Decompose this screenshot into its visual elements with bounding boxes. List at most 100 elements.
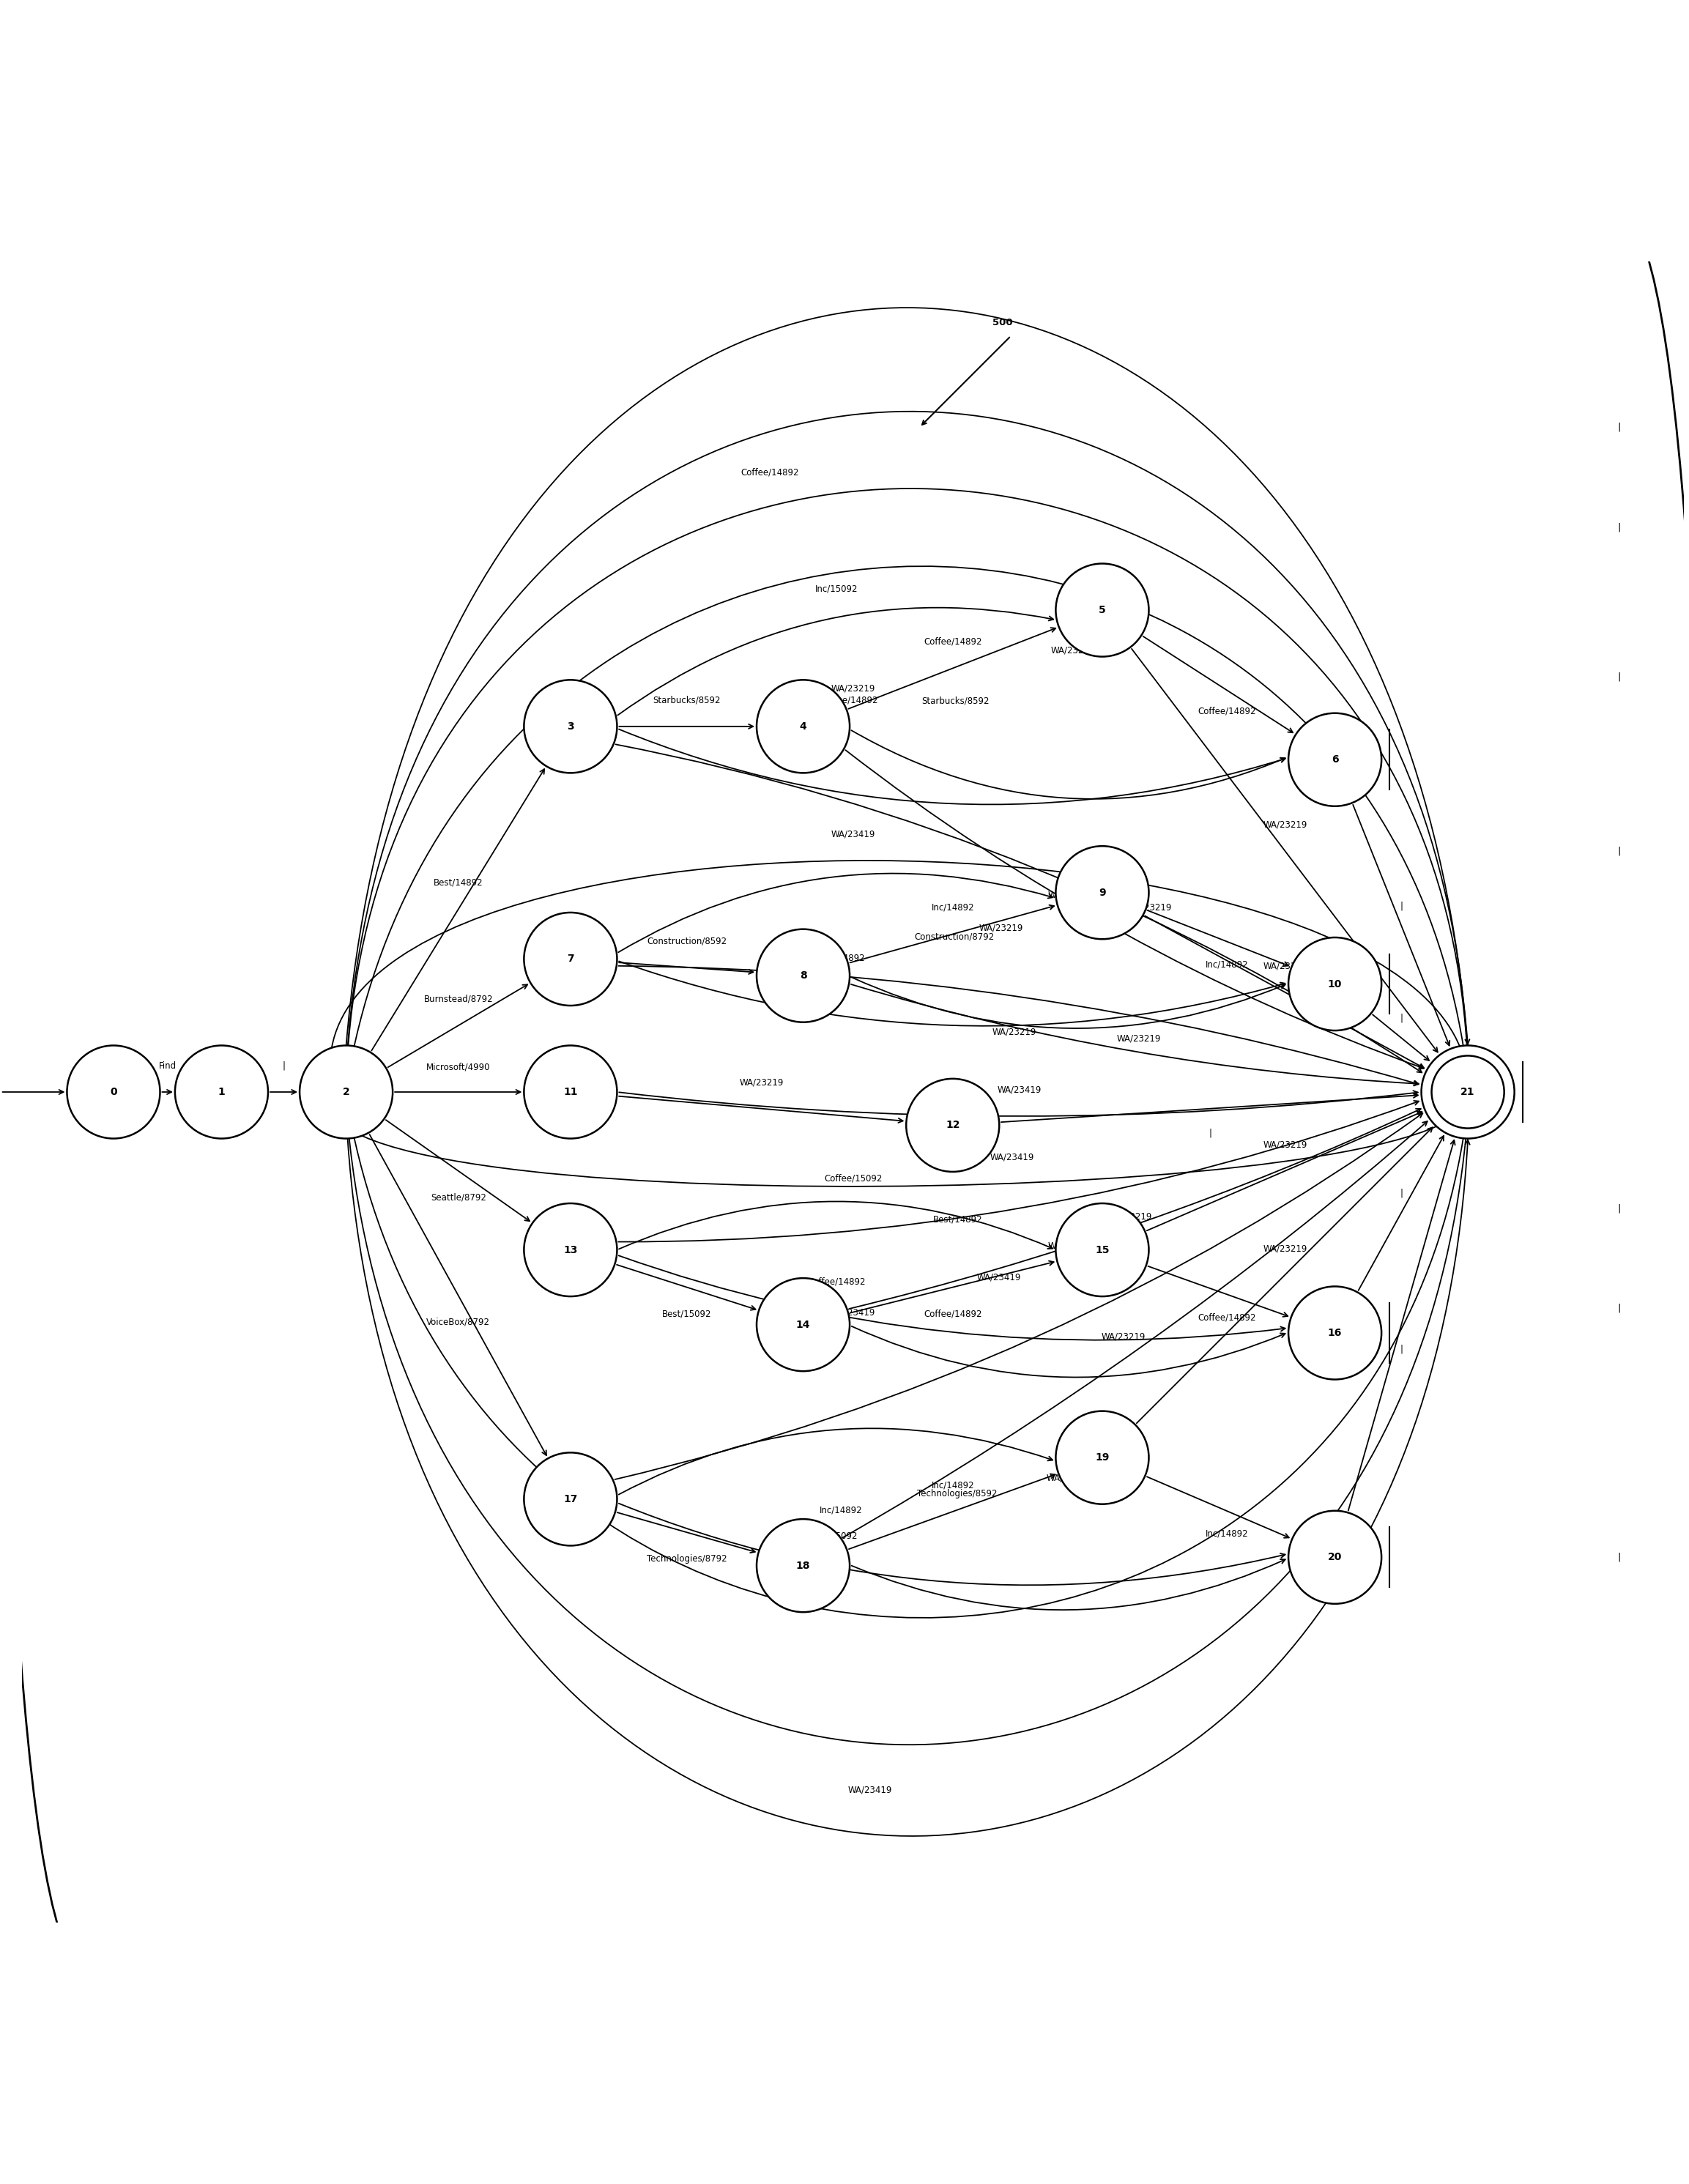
Text: Find: Find [159,1061,176,1070]
Circle shape [1289,937,1382,1031]
Text: 9: 9 [1100,887,1106,898]
Text: 2: 2 [343,1088,350,1096]
Circle shape [1056,1411,1149,1505]
Text: 11: 11 [564,1088,578,1096]
Text: |: | [1400,1013,1404,1022]
Text: Starbucks/8592: Starbucks/8592 [922,697,990,705]
Circle shape [1056,1203,1149,1297]
Text: 14: 14 [796,1319,811,1330]
Text: WA/23219: WA/23219 [980,924,1024,933]
Circle shape [1289,1511,1382,1603]
Text: VoiceBox/8792: VoiceBox/8792 [426,1317,490,1326]
Circle shape [299,1046,392,1138]
Text: Coffee/14892: Coffee/14892 [924,638,981,646]
Text: WA/23419: WA/23419 [831,1308,875,1317]
Text: WA/23219: WA/23219 [1263,819,1307,830]
Circle shape [1422,1046,1515,1138]
Text: Inc/14892: Inc/14892 [823,952,865,963]
Text: |: | [1618,522,1621,531]
Text: |: | [282,1061,285,1070]
Circle shape [1289,714,1382,806]
Text: |: | [1400,902,1404,911]
Text: WA/23219: WA/23219 [1263,961,1307,970]
Circle shape [524,1046,616,1138]
Text: 16: 16 [1328,1328,1343,1339]
Text: Coffee/14892: Coffee/14892 [1198,1313,1257,1324]
Circle shape [1056,563,1149,657]
Text: WA/23219: WA/23219 [993,1026,1037,1037]
Text: |: | [1209,1129,1211,1138]
Circle shape [757,1278,850,1372]
Text: 17: 17 [564,1494,578,1505]
Text: Coffee/15092: Coffee/15092 [824,1173,882,1184]
Text: Coffee/14892: Coffee/14892 [1198,705,1257,716]
Text: Starbucks/8592: Starbucks/8592 [654,695,721,705]
Text: Inc/14892: Inc/14892 [1206,1529,1248,1538]
Text: 19: 19 [1094,1452,1110,1463]
Text: Coffee/14892: Coffee/14892 [821,697,878,705]
Text: Inc/14892: Inc/14892 [1206,961,1248,970]
Text: WA/23219: WA/23219 [1047,891,1093,900]
Text: Burnstead/8792: Burnstead/8792 [424,994,493,1005]
Text: WA/23419: WA/23419 [990,1153,1034,1162]
Text: Inc/14892: Inc/14892 [819,1505,863,1516]
Text: 7: 7 [568,954,574,963]
Text: 15: 15 [1094,1245,1110,1256]
Circle shape [907,1079,1000,1173]
Text: WA/23219: WA/23219 [740,1077,784,1088]
Circle shape [524,913,616,1005]
Text: 3: 3 [568,721,574,732]
Text: |: | [1618,1553,1621,1562]
Text: Best/14892: Best/14892 [434,878,483,887]
Text: Inc/15092: Inc/15092 [816,583,858,594]
Circle shape [1056,845,1149,939]
Text: 12: 12 [946,1120,959,1131]
Text: Best/15092: Best/15092 [662,1308,711,1319]
Circle shape [524,1452,616,1546]
Text: WA/23219: WA/23219 [1263,1140,1307,1149]
Text: Best/14892: Best/14892 [932,1214,983,1223]
Text: Seattle/8792: Seattle/8792 [431,1192,486,1201]
Text: Construction/8592: Construction/8592 [647,937,726,946]
Text: Inc/15092: Inc/15092 [816,1531,858,1540]
Text: Inc/14892: Inc/14892 [931,902,975,913]
Circle shape [524,1203,616,1297]
Text: WA/23419: WA/23419 [997,1085,1042,1094]
Text: WA/23219: WA/23219 [1128,902,1172,913]
Text: 4: 4 [799,721,807,732]
Circle shape [757,1520,850,1612]
Text: WA/23219: WA/23219 [1101,1332,1145,1341]
Text: WA/23219: WA/23219 [1108,1212,1152,1221]
Text: WA/23219: WA/23219 [831,684,875,692]
Text: 5: 5 [1100,605,1106,616]
Text: Construction/8792: Construction/8792 [915,933,995,941]
Text: Coffee/14892: Coffee/14892 [741,467,799,476]
Text: 20: 20 [1328,1553,1343,1562]
Text: |: | [1618,673,1621,681]
Text: 10: 10 [1328,978,1343,989]
Text: WA/23219: WA/23219 [1263,1243,1307,1254]
Text: 6: 6 [1331,753,1338,764]
Text: 0: 0 [110,1088,117,1096]
Circle shape [757,928,850,1022]
Text: WA/23219: WA/23219 [1047,1241,1093,1251]
Circle shape [757,679,850,773]
Text: 18: 18 [796,1559,811,1570]
Text: 1: 1 [218,1088,225,1096]
Circle shape [1289,1286,1382,1380]
Text: 13: 13 [564,1245,578,1256]
Text: WA/23219: WA/23219 [1045,1474,1089,1483]
Text: Technologies/8592: Technologies/8592 [917,1489,998,1498]
Text: |: | [1618,845,1621,856]
Text: WA/23219: WA/23219 [1116,1033,1160,1044]
Text: 500: 500 [993,319,1013,328]
Text: |: | [1400,1345,1404,1354]
Circle shape [176,1046,269,1138]
Text: |: | [1618,1203,1621,1212]
Text: WA/23419: WA/23419 [831,830,875,839]
Text: Technologies/8792: Technologies/8792 [647,1555,726,1564]
Text: |: | [1618,1304,1621,1313]
Text: WA/23419: WA/23419 [848,1784,892,1795]
Text: Inc/14892: Inc/14892 [931,1481,975,1489]
Text: 8: 8 [799,970,807,981]
